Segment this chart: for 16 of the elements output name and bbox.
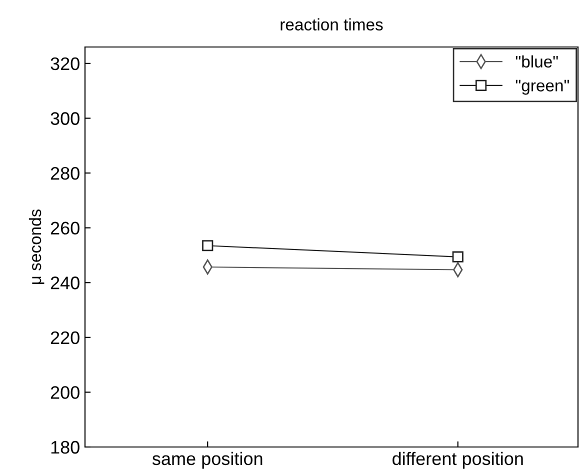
- x-tick-label: same position: [152, 452, 262, 469]
- point: [452, 251, 464, 262]
- y-tick-label: 300: [50, 112, 80, 125]
- y-tick-label: 260: [50, 222, 80, 235]
- y-axis-title: μ seconds: [28, 209, 44, 284]
- legend-label: "green": [516, 80, 569, 95]
- chart-title: reaction times: [280, 18, 383, 30]
- legend-label: "blue": [516, 55, 558, 68]
- y-tick-label: 200: [50, 386, 80, 399]
- y-tick-label: 240: [50, 276, 80, 290]
- y-tick-label: 180: [51, 440, 80, 454]
- y-tick-label: 280: [50, 166, 80, 180]
- point: [202, 240, 214, 252]
- x-tick-label: different position: [392, 452, 523, 469]
- y-tick-label: 320: [50, 57, 80, 70]
- y-tick-label: 220: [50, 331, 80, 344]
